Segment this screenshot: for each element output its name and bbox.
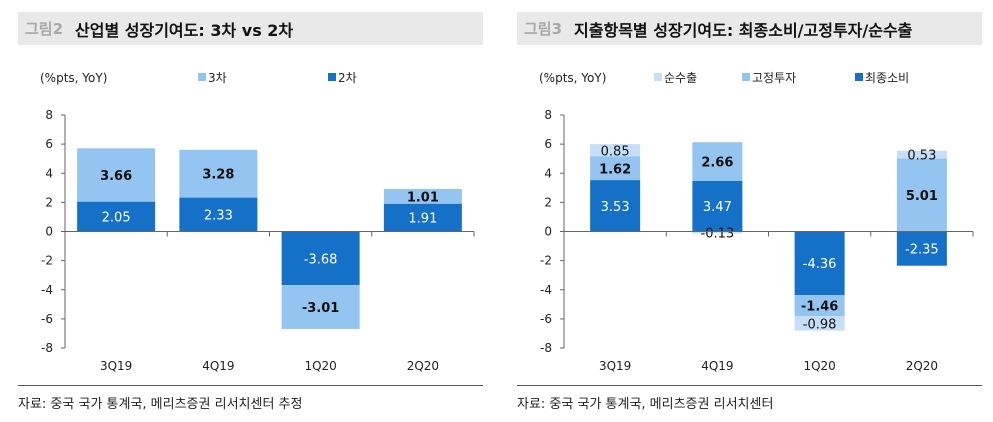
bar-segment (794, 231, 845, 295)
chart-expenditure: (%pts, YoY) 순수출 고정투자 최종소비 8 6 4 2 0 -2 -4 -6 -8 3.53 1… (539, 71, 974, 373)
data-label: 0.85 (601, 144, 630, 159)
data-label: 1.62 (599, 162, 631, 177)
y-tick-label: 2 (544, 195, 552, 209)
legend-label: 고정투자 (752, 71, 796, 85)
bar-segment (383, 203, 462, 232)
title-bar: 그림2 산업별 성장기여도: 3차 vs 2차 (18, 12, 483, 45)
y-tick-label: 6 (45, 137, 53, 151)
y-tick-label: -2 (540, 254, 552, 268)
data-label: 3.53 (601, 200, 630, 215)
bar-segment (77, 148, 156, 202)
bar-segment (692, 231, 743, 234)
data-label: 2.66 (701, 156, 733, 171)
y-tick-label: 8 (45, 108, 53, 122)
legend-swatch (654, 73, 662, 81)
data-label: 1.01 (407, 190, 439, 205)
bar-segment (896, 231, 947, 266)
bar-segment (383, 188, 462, 204)
data-label: -1.46 (801, 300, 838, 315)
y-tick-label: 8 (544, 108, 552, 122)
data-label: -0.13 (701, 226, 735, 241)
divider (517, 385, 982, 386)
x-tick-label: 1Q20 (803, 359, 835, 373)
data-label: 1.91 (408, 212, 437, 227)
bar-segment (794, 294, 845, 317)
figure-3: 그림3 지출항목별 성장기여도: 최종소비/고정투자/순수출 (%pts, YoY… (517, 0, 982, 422)
bar-segment (179, 149, 258, 198)
y-tick-label: 2 (45, 195, 53, 209)
y-tick-label: 6 (544, 137, 552, 151)
figure-2: 그림2 산업별 성장기여도: 3차 vs 2차 (%pts, YoY) 3차 2차 8 6… (18, 0, 483, 422)
source-note: 자료: 중국 국가 통계국, 메리츠증권 리서치센터 (517, 397, 774, 412)
bar-segment (590, 144, 641, 157)
data-label: 3.28 (202, 168, 234, 183)
legend-label: 최종소비 (865, 71, 909, 85)
legend-swatch (198, 73, 206, 81)
figure-number: 그림3 (524, 20, 563, 38)
figure-number: 그림2 (25, 20, 64, 38)
legend-swatch (328, 73, 336, 81)
y-tick-label: 4 (45, 166, 53, 180)
x-tick-label: 3Q19 (599, 359, 631, 373)
divider (18, 385, 483, 386)
data-label: 3.66 (100, 169, 132, 184)
legend-label: 3차 (208, 71, 227, 85)
data-label: -0.98 (803, 317, 837, 332)
bar-segment (896, 158, 947, 232)
chart-title: 지출항목별 성장기여도: 최종소비/고정투자/순수출 (574, 20, 913, 40)
bar-segment (692, 180, 743, 232)
y-tick-label: -8 (540, 341, 552, 355)
bar-segment (590, 180, 641, 232)
y-tick-label: -2 (41, 254, 53, 268)
y-tick-label: -6 (540, 312, 552, 326)
x-tick-label: 2Q20 (407, 359, 439, 373)
data-label: -3.68 (304, 252, 338, 267)
legend-label: 2차 (338, 71, 357, 85)
bar-segment (590, 156, 641, 181)
bar-segment (692, 142, 743, 181)
bar-segment (281, 285, 360, 329)
bar-segment (77, 201, 156, 232)
bar-segment (281, 231, 360, 286)
bar-segment (896, 150, 947, 159)
legend-swatch (742, 73, 750, 81)
source-note: 자료: 중국 국가 통계국, 메리츠증권 리서치센터 추정 (18, 397, 303, 412)
y-tick-label: -8 (41, 341, 53, 355)
x-tick-label: 1Q20 (304, 359, 336, 373)
chart-title: 산업별 성장기여도: 3차 vs 2차 (75, 20, 294, 40)
y-tick-label: 4 (544, 166, 552, 180)
bar-segment (794, 316, 845, 331)
data-label: 2.05 (102, 211, 131, 226)
y-tick-label: 0 (45, 225, 53, 239)
data-label: -4.36 (803, 257, 837, 272)
x-tick-label: 4Q19 (701, 359, 733, 373)
y-tick-label: -4 (41, 283, 53, 297)
data-label: -2.35 (905, 243, 939, 258)
x-tick-label: 4Q19 (202, 359, 234, 373)
y-tick-label: -6 (41, 312, 53, 326)
title-bar: 그림3 지출항목별 성장기여도: 최종소비/고정투자/순수출 (517, 12, 982, 45)
legend-swatch (855, 73, 863, 81)
y-axis-unit: (%pts, YoY) (40, 71, 107, 85)
x-tick-label: 2Q20 (906, 359, 938, 373)
data-label: 0.53 (907, 149, 936, 164)
y-axis-unit: (%pts, YoY) (539, 71, 606, 85)
y-tick-label: -4 (540, 283, 552, 297)
data-label: 3.47 (703, 200, 732, 215)
x-tick-label: 3Q19 (100, 359, 132, 373)
data-label: 2.33 (204, 209, 233, 224)
legend-label: 순수출 (664, 71, 697, 85)
data-label: 5.01 (906, 189, 938, 204)
bar-segment (179, 197, 258, 232)
chart-industry: (%pts, YoY) 3차 2차 8 6 4 2 0 -2 -4 -6 -8 2.05 3.66 3Q19… (40, 71, 475, 373)
data-label: -3.01 (302, 301, 339, 316)
y-tick-label: 0 (544, 225, 552, 239)
